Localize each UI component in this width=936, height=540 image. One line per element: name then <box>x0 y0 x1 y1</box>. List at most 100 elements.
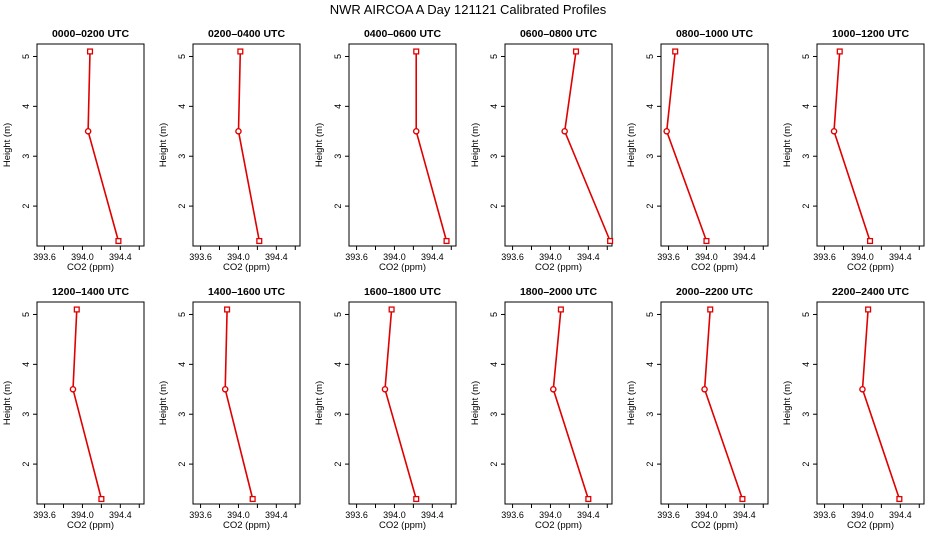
plot-frame <box>816 301 925 505</box>
y-tick-label: 5 <box>333 312 343 317</box>
y-tick-label: 4 <box>333 104 343 109</box>
x-tick-label: 394.0 <box>383 510 406 520</box>
y-tick-label: 2 <box>333 462 343 467</box>
x-tick-label: 394.0 <box>227 510 250 520</box>
x-tick-label: 394.0 <box>539 252 562 262</box>
data-point <box>859 385 866 393</box>
panel-title: 0800–1000 UTC <box>676 28 753 40</box>
x-tick-label: 393.6 <box>345 510 368 520</box>
y-tick-label: 5 <box>801 312 811 317</box>
y-axis-label: Height (m) <box>626 381 637 425</box>
y-tick-label: 4 <box>333 362 343 367</box>
y-tick-label: 3 <box>489 154 499 159</box>
y-tick-label: 4 <box>489 104 499 109</box>
plot-frame <box>504 43 613 247</box>
x-tick-label: 394.0 <box>539 510 562 520</box>
x-axis-label: CO2 (ppm) <box>847 262 894 273</box>
data-point <box>703 237 710 245</box>
data-point <box>235 127 242 135</box>
x-tick-label: 394.4 <box>265 252 288 262</box>
y-tick-label: 4 <box>801 104 811 109</box>
plot-frame <box>192 43 301 247</box>
x-tick-label: 394.0 <box>227 252 250 262</box>
x-tick-label: 394.4 <box>577 252 600 262</box>
y-tick-label: 5 <box>645 312 655 317</box>
x-axis-label: CO2 (ppm) <box>691 520 738 531</box>
panel-title: 0200–0400 UTC <box>208 28 285 40</box>
y-tick-label: 2 <box>21 462 31 467</box>
y-axis-label: Height (m) <box>626 123 637 167</box>
x-axis-label: CO2 (ppm) <box>691 262 738 273</box>
x-tick-label: 394.0 <box>383 252 406 262</box>
y-tick-label: 3 <box>177 412 187 417</box>
y-tick-label: 2 <box>645 204 655 209</box>
x-tick-label: 394.4 <box>109 252 132 262</box>
y-axis-label: Height (m) <box>314 123 325 167</box>
data-point <box>739 495 746 503</box>
plot-frame <box>660 301 769 505</box>
data-point <box>249 495 256 503</box>
y-tick-label: 2 <box>333 204 343 209</box>
y-tick-label: 3 <box>333 154 343 159</box>
y-tick-label: 2 <box>489 204 499 209</box>
x-tick-label: 394.0 <box>71 252 94 262</box>
plot-frame <box>504 301 613 505</box>
data-point <box>672 48 679 55</box>
data-point <box>663 127 670 135</box>
plot-frame <box>192 301 301 505</box>
data-point <box>224 306 231 313</box>
data-point <box>69 385 77 393</box>
y-tick-label: 2 <box>21 204 31 209</box>
profile-line <box>415 51 448 242</box>
y-tick-label: 4 <box>21 362 31 367</box>
x-tick-label: 394.4 <box>421 252 444 262</box>
x-tick-label: 393.6 <box>813 252 836 262</box>
data-point <box>896 495 903 503</box>
data-point <box>98 495 105 503</box>
profile-line <box>384 309 417 500</box>
x-axis-label: CO2 (ppm) <box>67 520 114 531</box>
panel-title: 1200–1400 UTC <box>52 286 129 298</box>
y-tick-label: 4 <box>801 362 811 367</box>
x-tick-label: 394.4 <box>265 510 288 520</box>
y-tick-label: 5 <box>21 54 31 59</box>
data-point <box>413 495 420 503</box>
y-axis-label: Height (m) <box>158 123 169 167</box>
y-tick-label: 2 <box>489 462 499 467</box>
x-axis-label: CO2 (ppm) <box>379 520 426 531</box>
y-tick-label: 4 <box>21 104 31 109</box>
x-tick-label: 394.0 <box>71 510 94 520</box>
data-point <box>73 306 80 313</box>
plot-frame <box>348 43 457 247</box>
x-tick-label: 393.6 <box>189 252 212 262</box>
x-tick-label: 394.0 <box>695 252 718 262</box>
x-axis-label: CO2 (ppm) <box>67 262 114 273</box>
plot-frame <box>36 301 145 505</box>
y-axis-label: Height (m) <box>470 123 481 167</box>
data-point <box>707 306 714 313</box>
panel-title: 1000–1200 UTC <box>832 28 909 40</box>
data-point <box>221 385 229 393</box>
x-tick-label: 394.4 <box>889 510 912 520</box>
plot-frame <box>660 43 769 247</box>
y-tick-label: 2 <box>801 462 811 467</box>
data-point <box>830 127 838 135</box>
x-axis-label: CO2 (ppm) <box>535 262 582 273</box>
y-axis-label: Height (m) <box>2 381 13 425</box>
profile-line <box>72 309 103 500</box>
y-tick-label: 3 <box>801 154 811 159</box>
data-point <box>115 237 122 245</box>
data-point <box>557 306 564 313</box>
x-tick-label: 393.6 <box>189 510 212 520</box>
data-point <box>237 48 244 55</box>
data-point <box>86 48 94 55</box>
panel-title: 0000–0200 UTC <box>52 28 129 40</box>
plot-frame <box>36 43 145 247</box>
y-axis-label: Height (m) <box>782 123 793 167</box>
data-point <box>572 48 580 55</box>
y-axis-label: Height (m) <box>470 381 481 425</box>
